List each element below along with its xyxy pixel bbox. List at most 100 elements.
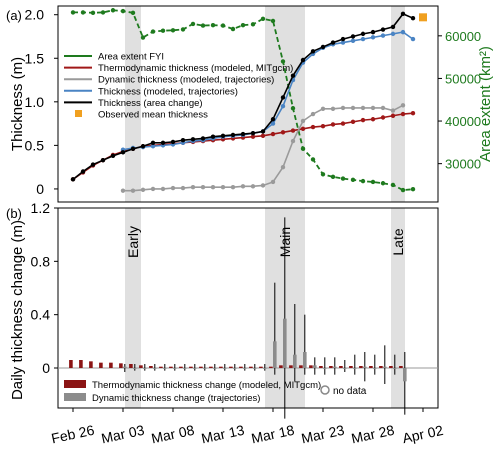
dynamic-bar: [243, 368, 247, 369]
panel-a-y-tick-label: 0.5: [25, 137, 45, 153]
series-point-0: [190, 21, 196, 27]
thermodynamic-bar: [249, 366, 253, 368]
series-point-4: [240, 131, 246, 137]
series-line-0: [73, 9, 414, 191]
series-point-0: [70, 10, 76, 15]
panel-b-x-tick-label: Mar 23: [300, 422, 346, 447]
panel-a-y2-tick-label: 60000: [445, 29, 481, 44]
series-point-2: [120, 188, 126, 193]
series-point-1: [290, 128, 296, 133]
dynamic-bar: [363, 366, 367, 368]
thermodynamic-bar: [309, 365, 313, 368]
series-point-0: [130, 10, 136, 16]
series-point-4: [290, 73, 296, 78]
legend-label-0: Area extent FYI: [98, 52, 164, 63]
panel-b-y-tick-label: 1.2: [31, 200, 51, 216]
panel-a-frame: [57, 5, 439, 203]
series-point-0: [80, 10, 86, 15]
dynamic-bar: [333, 366, 337, 368]
dynamic-bar: [273, 341, 277, 368]
panel-b-y-axis-label: Daily thickness change (m): [9, 220, 26, 400]
series-point-1: [320, 124, 326, 129]
legend-swatch-dynamic: [64, 393, 86, 401]
dynamic-bar: [353, 368, 357, 369]
series-point-2: [400, 103, 406, 108]
series-point-2: [250, 184, 256, 189]
series-point-1: [280, 130, 286, 135]
thermodynamic-bar: [99, 362, 103, 368]
thermodynamic-bar: [279, 365, 283, 368]
period-label-late: Late: [390, 228, 406, 255]
series-point-0: [230, 26, 236, 32]
series-point-0: [170, 28, 176, 33]
panel-a-shaded-period-2: [391, 6, 405, 202]
series-point-4: [100, 157, 106, 163]
panel-b-y-tick-label: 0: [42, 360, 50, 376]
series-point-2: [320, 106, 326, 111]
series-point-0: [140, 35, 146, 40]
series-point-0: [110, 8, 116, 13]
series-point-0: [310, 157, 316, 162]
panel-a-shaded-period-0: [125, 6, 141, 202]
panel-b-x-axis-ticks: Feb 26 Mar 03 Mar 08 Mar 13 Mar 18 Mar 23 Mar …: [50, 408, 445, 446]
no-data-label: no data: [333, 386, 367, 397]
thermodynamic-bar: [329, 366, 333, 368]
thermodynamic-bar: [359, 366, 363, 368]
series-point-2: [130, 188, 136, 193]
series-point-4: [160, 140, 166, 145]
series-point-4: [410, 15, 416, 21]
legend-label-3: Thickness (modeled, trajectories): [98, 86, 238, 97]
dynamic-bar: [203, 368, 207, 369]
series-point-4: [310, 49, 316, 54]
dynamic-bar: [403, 368, 407, 382]
series-point-0: [410, 187, 416, 192]
thermodynamic-bar: [369, 366, 373, 368]
series-point-3: [370, 35, 376, 40]
dynamic-bar: [253, 368, 257, 369]
series-point-0: [240, 22, 246, 28]
panel-b-x-tick-label: Feb 26: [50, 422, 96, 447]
thermodynamic-bar: [339, 366, 343, 368]
thermodynamic-bar: [129, 364, 133, 368]
panel-b-shaded-periods: [125, 208, 405, 408]
series-point-0: [300, 146, 306, 151]
dynamic-bar: [293, 354, 297, 368]
series-point-2: [220, 184, 226, 190]
series-point-2: [340, 105, 346, 111]
series-point-3: [340, 40, 346, 45]
legend-label-1: Thermodynamic thickness (modeled, MITgcm…: [98, 63, 293, 74]
series-point-3: [390, 31, 396, 37]
panel-a-y2-tick-label: 30000: [445, 157, 481, 172]
series-point-0: [370, 179, 376, 185]
series-point-3: [270, 121, 276, 126]
dynamic-bar: [163, 368, 167, 369]
panel-b-y-tick-label: 0.4: [31, 307, 51, 323]
series-point-2: [260, 183, 266, 188]
series-point-4: [80, 169, 86, 174]
series-point-0: [400, 187, 406, 193]
dynamic-bar: [323, 368, 327, 369]
series-point-4: [270, 117, 276, 122]
thermodynamic-bar: [299, 365, 303, 368]
series-point-4: [370, 29, 376, 35]
dynamic-bar: [193, 368, 197, 369]
series-point-0: [350, 177, 356, 183]
series-point-2: [230, 184, 236, 190]
series-point-0: [180, 27, 186, 32]
series-point-1: [350, 119, 356, 125]
panel-a-label: (a): [6, 8, 22, 23]
thermodynamic-bar: [269, 366, 273, 368]
series-point-0: [340, 176, 346, 181]
dynamic-bar: [223, 368, 227, 369]
dynamic-bar: [263, 368, 267, 369]
thermodynamic-bar: [219, 366, 223, 368]
thermodynamic-bar: [69, 360, 73, 368]
series-point-4: [210, 134, 216, 139]
legend-label-thermodynamic: Thermodynamic thickness change (modeled,…: [92, 380, 321, 391]
series-point-2: [350, 105, 356, 111]
series-point-0: [100, 10, 106, 15]
series-point-2: [330, 106, 336, 111]
panel-a-y-axis-ticks: 0 0.5 1.0 1.5 2.0: [25, 7, 58, 197]
series-point-2: [290, 138, 296, 144]
series-point-2: [370, 105, 376, 111]
